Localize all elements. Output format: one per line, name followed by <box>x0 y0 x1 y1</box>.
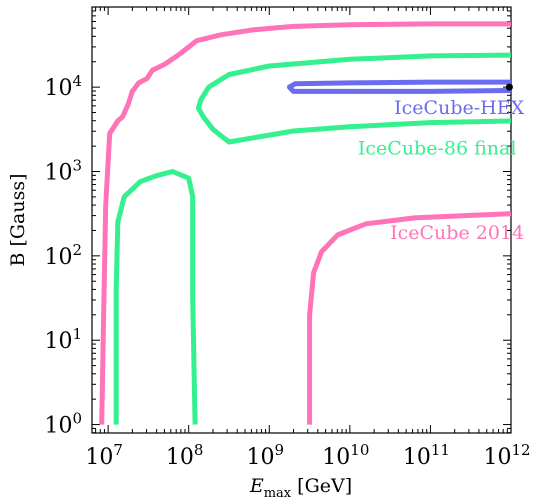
x-tick-label: 1010 <box>322 441 369 470</box>
x-tick-label: 107 <box>85 441 123 470</box>
series-label-1: IceCube-86 final <box>358 138 517 160</box>
x-tick-label: 108 <box>166 441 204 470</box>
series-label-0: IceCube 2014 <box>390 222 524 244</box>
y-tick-label: 103 <box>44 156 82 185</box>
series-layer <box>99 21 513 425</box>
series-line-2 <box>286 79 512 94</box>
y-tick-label: 100 <box>44 410 82 439</box>
series-line-0 <box>99 21 511 425</box>
plot-frame <box>91 6 512 434</box>
series-line-1 <box>113 169 198 425</box>
x-tick-label: 109 <box>246 441 284 470</box>
x-axis-label-sub: max <box>264 486 292 501</box>
y-axis-label: B [Gauss] <box>7 173 29 266</box>
y-tick-label: 101 <box>44 325 82 354</box>
x-axis-label-unit: [GeV] <box>291 475 352 497</box>
series-label-2: IceCube-HEX <box>394 97 524 119</box>
x-tick-label: 1011 <box>403 441 450 470</box>
series-line-1 <box>195 52 512 145</box>
data-point-marker <box>505 83 513 91</box>
x-tick-label: 1012 <box>483 441 530 470</box>
y-tick-label: 102 <box>44 241 82 270</box>
label-layer: IceCube 2014 IceCube-86 final IceCube-HEX <box>358 97 525 244</box>
ticks-layer: 107 108 109 1010 1011 1012 100 101 102 103 104 <box>44 7 531 470</box>
series-line-0 <box>307 211 512 425</box>
y-tick-label: 104 <box>44 72 82 101</box>
x-axis-label-main: E <box>249 475 264 497</box>
x-axis-label: Emax [GeV] <box>249 475 352 501</box>
